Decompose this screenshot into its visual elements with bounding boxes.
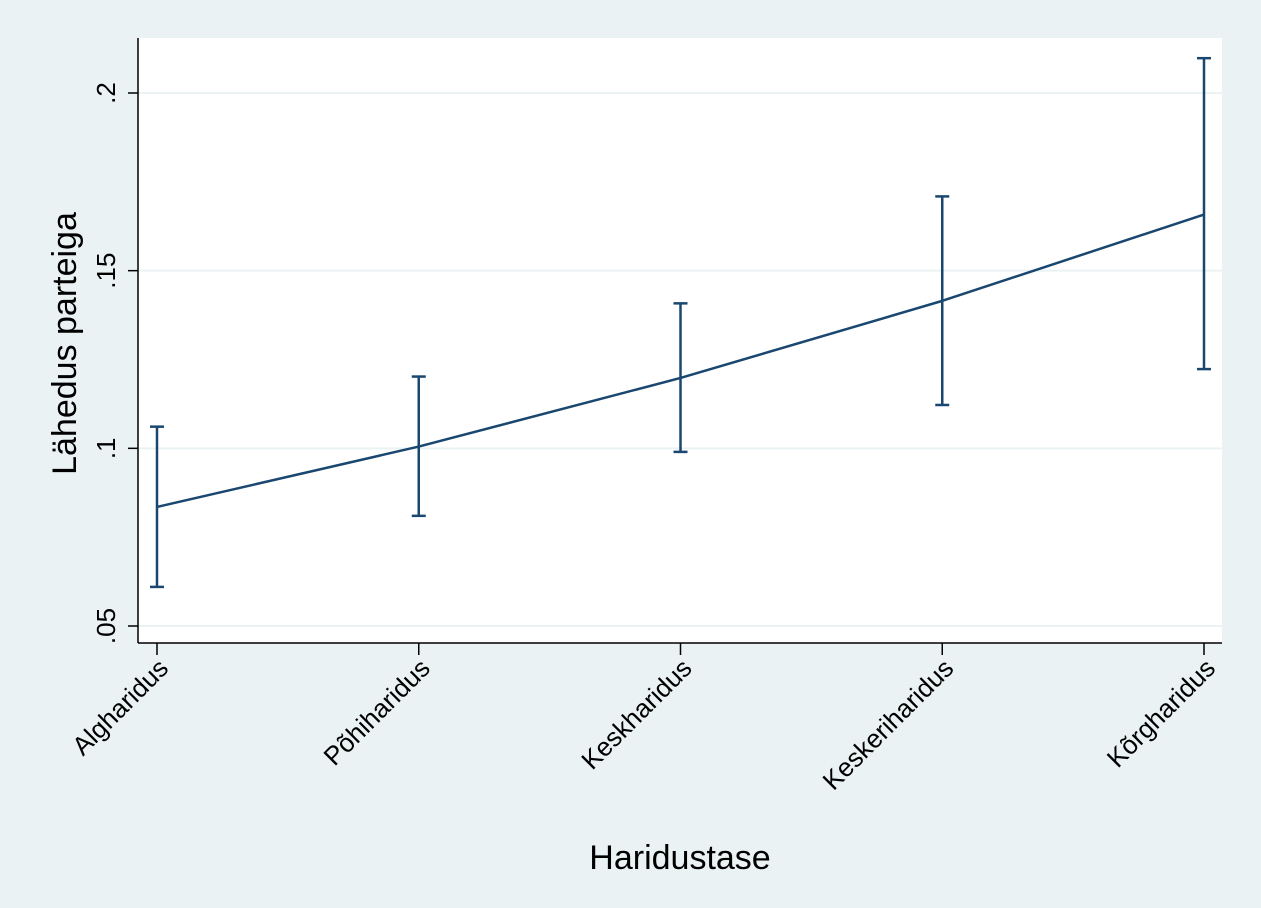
series-layer <box>150 56 1211 589</box>
x-axis-title: Haridustase <box>589 839 770 877</box>
y-tick-label: .1 <box>91 437 121 459</box>
y-ticks: .05 .1 .15 .2 <box>91 82 138 644</box>
gridlines <box>138 92 1222 627</box>
y-axis-title: Lähedus parteiga <box>46 212 84 475</box>
y-tick-label: .2 <box>91 82 121 104</box>
y-tick-label: .05 <box>91 608 121 644</box>
y-tick-label: .15 <box>91 253 121 289</box>
series-line <box>156 213 1205 509</box>
